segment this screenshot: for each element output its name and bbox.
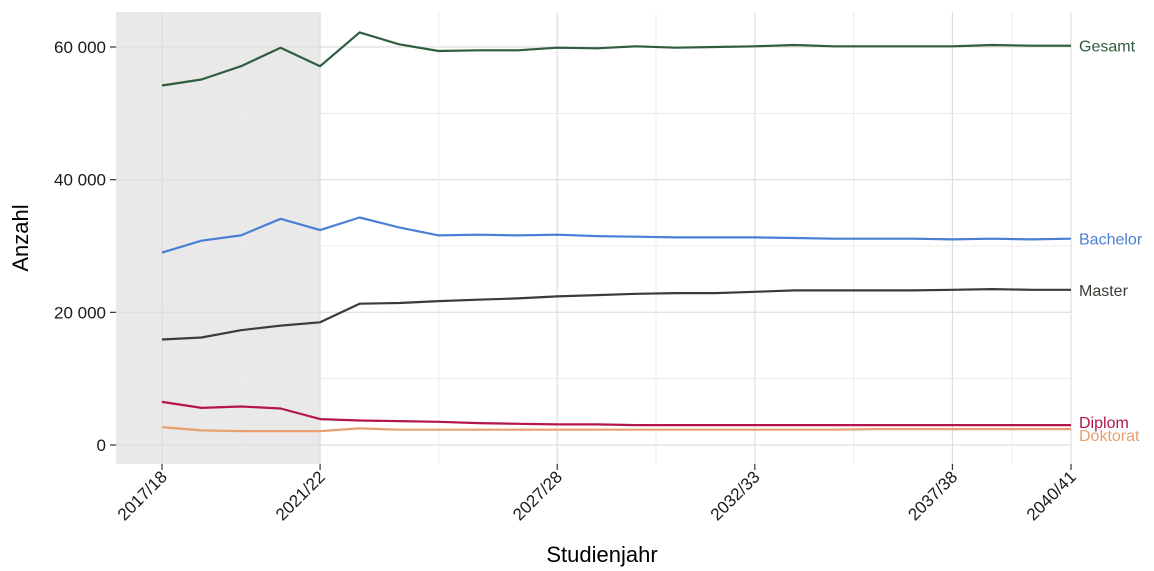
x-tick-label: 2040/41 bbox=[1023, 467, 1080, 524]
x-axis: 2017/18 2021/22 2027/28 2032/33 2037/38 2040/… bbox=[114, 464, 1080, 524]
series-layer bbox=[161, 31, 1072, 433]
x-tick-label: 2032/33 bbox=[707, 467, 764, 524]
y-axis-title: Anzahl bbox=[8, 204, 33, 271]
series-line-doktorat bbox=[161, 426, 1071, 433]
y-tick-label: 60 000 bbox=[54, 38, 106, 57]
series-line-bachelor bbox=[161, 216, 1072, 254]
x-tick-label: 2037/38 bbox=[904, 467, 961, 524]
x-tick-label: 2021/22 bbox=[272, 467, 329, 524]
y-tick-label: 0 bbox=[97, 436, 106, 455]
series-label-diplom: Diplom bbox=[1079, 415, 1129, 432]
series-label-bachelor: Bachelor bbox=[1079, 232, 1143, 249]
series-label-doktorat: Doktorat bbox=[1079, 428, 1140, 445]
x-tick-label: 2027/28 bbox=[509, 467, 566, 524]
series-label-gesamt: Gesamt bbox=[1079, 39, 1136, 56]
x-tick-label: 2017/18 bbox=[114, 467, 171, 524]
series-line-master bbox=[161, 288, 1071, 341]
series-line-gesamt bbox=[161, 31, 1071, 87]
series-line-diplom bbox=[161, 400, 1071, 427]
y-tick-label: 20 000 bbox=[54, 303, 106, 322]
y-axis: 0 20 000 40 000 60 000 bbox=[54, 38, 116, 455]
series-label-master: Master bbox=[1079, 283, 1129, 300]
y-tick-label: 40 000 bbox=[54, 171, 106, 190]
x-axis-title: Studienjahr bbox=[546, 542, 657, 567]
